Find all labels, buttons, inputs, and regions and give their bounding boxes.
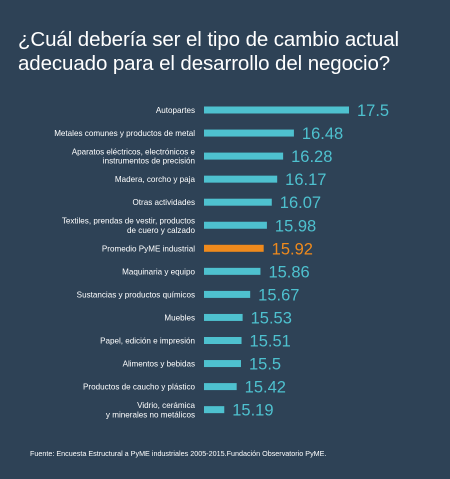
title-line-2: adecuado para el desarrollo del negocio? xyxy=(18,52,391,75)
category-label: Productos de caucho y plástico xyxy=(83,383,196,392)
bar xyxy=(204,152,284,160)
value-label: 15.42 xyxy=(245,379,286,397)
value-label: 15.98 xyxy=(275,217,316,235)
page-title: ¿Cuál debería ser el tipo de cambio actu… xyxy=(18,28,438,76)
title-line-1: ¿Cuál debería ser el tipo de cambio actu… xyxy=(18,28,399,51)
category-label: Textiles, prendas de vestir, productos de… xyxy=(62,217,196,235)
value-label: 15.51 xyxy=(250,333,291,351)
category-label: Alimentos y bebidas xyxy=(123,360,195,369)
category-label: Maquinaria y equipo xyxy=(122,267,195,276)
bar xyxy=(204,129,294,137)
bar xyxy=(204,313,243,321)
bar xyxy=(204,290,251,298)
category-label: Metales comunes y productos de metal xyxy=(54,129,195,138)
value-label: 17.5 xyxy=(357,102,389,120)
value-label: 16.07 xyxy=(280,194,321,212)
value-label: 16.17 xyxy=(285,171,326,189)
bar xyxy=(204,337,242,344)
bar xyxy=(204,198,272,206)
value-label: 15.92 xyxy=(272,240,313,258)
category-label: Vidrio, cerámica y minerales no metálicos xyxy=(106,401,196,419)
value-label: 15.86 xyxy=(268,263,309,281)
bar xyxy=(204,383,237,391)
category-label: Sustancias y productos químicos xyxy=(77,290,195,299)
bar xyxy=(204,106,349,114)
category-label: Papel, edición e impresión xyxy=(100,337,195,346)
value-label: 16.48 xyxy=(302,125,343,143)
category-label: Aparatos eléctricos, electrónicos e instr… xyxy=(72,148,196,166)
category-label: Autopartes xyxy=(156,106,195,115)
category-label: Promedio PyME industrial xyxy=(102,244,195,253)
source-note: Fuente: Encuesta Estructural a PyME indu… xyxy=(30,449,327,458)
bar-highlight xyxy=(204,244,264,252)
bar xyxy=(204,360,241,368)
bar xyxy=(204,406,225,414)
value-label: 15.5 xyxy=(249,356,281,374)
bar xyxy=(204,221,267,229)
bar xyxy=(204,175,278,183)
value-label: 15.19 xyxy=(232,402,273,420)
category-label: Otras actividades xyxy=(132,198,195,207)
bar xyxy=(204,267,261,275)
category-label: Muebles xyxy=(164,313,195,322)
value-label: 15.67 xyxy=(258,286,299,304)
category-label: Madera, corcho y paja xyxy=(115,175,196,184)
value-label: 16.28 xyxy=(291,148,332,166)
value-label: 15.53 xyxy=(251,309,292,327)
